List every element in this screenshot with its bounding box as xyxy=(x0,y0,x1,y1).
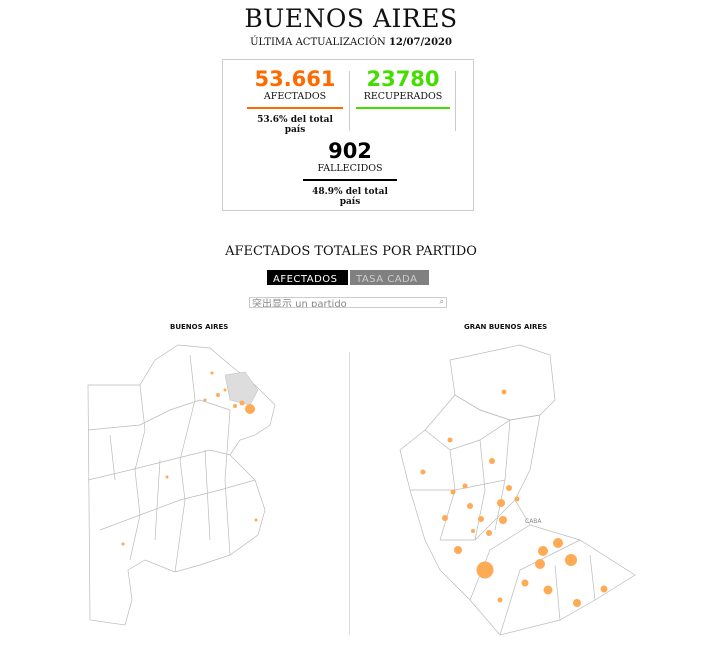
map-gran-buenos-aires[interactable]: CABA xyxy=(380,340,640,640)
fallecidos-bar xyxy=(303,179,397,181)
last-update: ÚLTIMA ACTUALIZACIÓN 12/07/2020 xyxy=(0,37,702,48)
stat-fallecidos: 902 FALLECIDOS 48.9% del total país xyxy=(303,140,397,207)
afectados-label: AFECTADOS xyxy=(263,91,327,102)
fallecidos-label: FALLECIDOS xyxy=(317,163,383,174)
update-date: 12/07/2020 xyxy=(388,37,452,48)
afectados-note: 53.6% del total país xyxy=(257,115,333,135)
tab-afectados[interactable]: AFECTADOS xyxy=(267,270,348,285)
caba-label: CABA xyxy=(525,518,542,525)
recuperados-label: RECUPERADOS xyxy=(363,91,443,102)
stats-panel: 53.661 AFECTADOS 53.6% del total país 23… xyxy=(222,59,474,211)
map-title-right: GRAN BUENOS AIRES xyxy=(464,323,548,331)
bubbles xyxy=(420,389,608,607)
section-title: AFECTADOS TOTALES POR PARTIDO xyxy=(225,244,477,259)
afectados-value: 53.661 xyxy=(254,67,336,91)
map-buenos-aires[interactable] xyxy=(80,340,290,630)
divider xyxy=(455,71,456,131)
page-title: BUENOS AIRES xyxy=(244,4,458,33)
afectados-bar xyxy=(247,107,343,109)
tab-tasa-cada[interactable]: TASA CADA xyxy=(350,270,429,285)
stat-afectados: 53.661 AFECTADOS 53.6% del total país xyxy=(247,68,343,135)
search-icon[interactable]: ⌕ xyxy=(439,297,444,306)
stat-recuperados: 23780 RECUPERADOS xyxy=(356,68,450,109)
map-divider xyxy=(349,352,350,635)
fallecidos-note: 48.9% del total país xyxy=(312,187,388,207)
bubbles xyxy=(121,371,258,546)
recuperados-bar xyxy=(356,107,450,109)
search-input[interactable]: 突出显示 un partido ⌕ xyxy=(249,297,447,308)
map-title-left: BUENOS AIRES xyxy=(170,323,229,331)
divider xyxy=(349,71,350,131)
fallecidos-value: 902 xyxy=(328,139,372,163)
update-label: ÚLTIMA ACTUALIZACIÓN xyxy=(250,37,386,48)
search-placeholder: 突出显示 un partido xyxy=(252,299,347,308)
province-outline xyxy=(87,344,276,626)
recuperados-value: 23780 xyxy=(366,67,440,91)
